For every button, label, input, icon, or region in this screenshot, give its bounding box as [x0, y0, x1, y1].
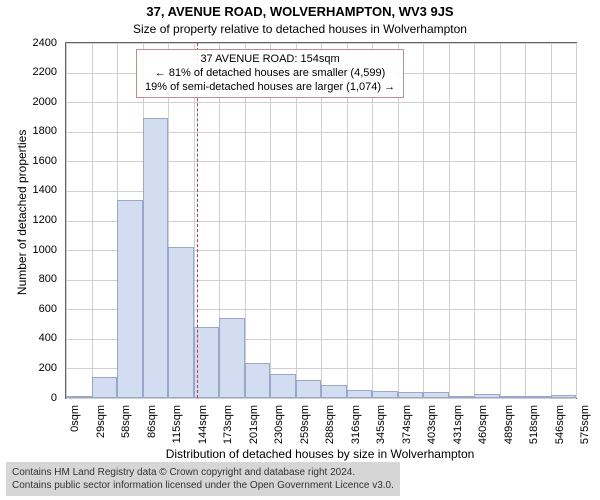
- histogram-bar: [168, 247, 194, 398]
- y-tick-label: 200: [0, 362, 57, 374]
- y-tick-label: 2000: [0, 96, 57, 108]
- y-tick-label: 600: [0, 303, 57, 315]
- x-tick-label: 144sqm: [197, 405, 209, 451]
- histogram-bar: [347, 390, 373, 398]
- x-tick-label: 403sqm: [426, 405, 438, 451]
- gridline-h: [66, 398, 576, 399]
- x-tick-label: 345sqm: [375, 405, 387, 451]
- histogram-bar: [143, 118, 169, 398]
- footer-line: Contains HM Land Registry data © Crown c…: [12, 466, 394, 479]
- histogram-bar: [245, 363, 271, 399]
- gridline-v: [92, 43, 93, 398]
- x-axis-label: Distribution of detached houses by size …: [65, 447, 575, 461]
- x-tick-label: 230sqm: [273, 405, 285, 451]
- y-tick-label: 1000: [0, 244, 57, 256]
- y-tick-label: 2200: [0, 66, 57, 78]
- x-tick-label: 431sqm: [452, 405, 464, 451]
- gridline-v: [576, 43, 577, 398]
- x-tick-label: 489sqm: [503, 405, 515, 451]
- gridline-v: [423, 43, 424, 398]
- chart-subtitle: Size of property relative to detached ho…: [0, 22, 600, 36]
- x-tick-label: 575sqm: [579, 405, 591, 451]
- histogram-bar: [117, 200, 143, 398]
- x-tick-label: 29sqm: [95, 405, 107, 451]
- histogram-bar: [398, 392, 424, 398]
- histogram-bar: [474, 394, 500, 398]
- footer-attribution: Contains HM Land Registry data © Crown c…: [6, 462, 400, 496]
- x-tick-label: 58sqm: [120, 405, 132, 451]
- x-tick-label: 86sqm: [146, 405, 158, 451]
- histogram-bar: [66, 396, 92, 398]
- gridline-v: [500, 43, 501, 398]
- x-tick-label: 316sqm: [350, 405, 362, 451]
- x-tick-label: 546sqm: [554, 405, 566, 451]
- gridline-v: [474, 43, 475, 398]
- y-tick-label: 0: [0, 392, 57, 404]
- y-tick-label: 1400: [0, 184, 57, 196]
- y-tick-label: 1600: [0, 155, 57, 167]
- gridline-v: [66, 43, 67, 398]
- gridline-v: [551, 43, 552, 398]
- y-tick-label: 2400: [0, 37, 57, 49]
- histogram-bar: [92, 377, 118, 398]
- gridline-v: [449, 43, 450, 398]
- histogram-bar: [423, 392, 449, 398]
- x-tick-label: 288sqm: [324, 405, 336, 451]
- plot-area: 37 AVENUE ROAD: 154sqm← 81% of detached …: [65, 42, 577, 399]
- chart-title: 37, AVENUE ROAD, WOLVERHAMPTON, WV3 9JS: [0, 4, 600, 19]
- x-tick-label: 201sqm: [248, 405, 260, 451]
- x-tick-label: 115sqm: [171, 405, 183, 451]
- y-tick-label: 1200: [0, 214, 57, 226]
- annotation-line: 37 AVENUE ROAD: 154sqm: [145, 53, 395, 67]
- footer-line: Contains public sector information licen…: [12, 479, 394, 492]
- histogram-bar: [219, 318, 245, 398]
- histogram-bar: [551, 395, 577, 398]
- x-tick-label: 173sqm: [222, 405, 234, 451]
- annotation-line: 19% of semi-detached houses are larger (…: [145, 81, 395, 95]
- x-tick-label: 518sqm: [528, 405, 540, 451]
- figure: 37, AVENUE ROAD, WOLVERHAMPTON, WV3 9JS …: [0, 0, 600, 500]
- histogram-bar: [270, 374, 296, 398]
- histogram-bar: [321, 385, 347, 398]
- histogram-bar: [296, 380, 322, 398]
- x-tick-label: 259sqm: [299, 405, 311, 451]
- x-tick-label: 0sqm: [69, 405, 81, 451]
- x-tick-label: 374sqm: [401, 405, 413, 451]
- gridline-v: [525, 43, 526, 398]
- y-tick-label: 800: [0, 273, 57, 285]
- x-tick-label: 460sqm: [477, 405, 489, 451]
- histogram-bar: [372, 391, 398, 398]
- annotation-line: ← 81% of detached houses are smaller (4,…: [145, 67, 395, 81]
- histogram-bar: [449, 396, 475, 398]
- annotation-box: 37 AVENUE ROAD: 154sqm← 81% of detached …: [136, 49, 404, 98]
- histogram-bar: [500, 396, 526, 398]
- y-tick-label: 1800: [0, 125, 57, 137]
- histogram-bar: [525, 396, 551, 398]
- y-tick-label: 400: [0, 332, 57, 344]
